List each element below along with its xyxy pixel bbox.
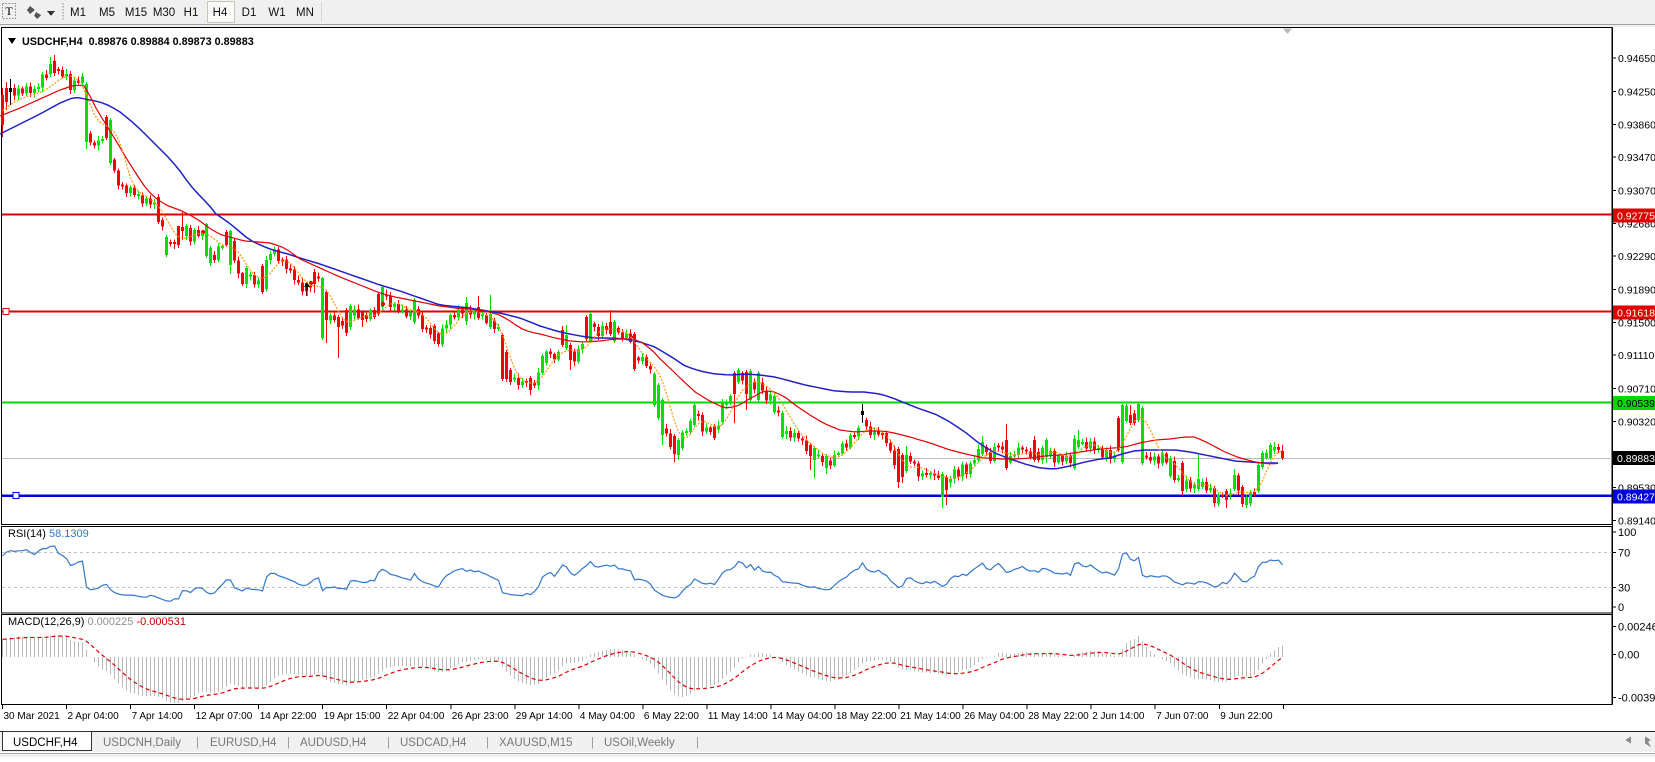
svg-text:M5: M5: [99, 7, 115, 19]
svg-text:MN: MN: [296, 7, 314, 19]
svg-text:|: |: [287, 737, 290, 749]
svg-text:H4: H4: [213, 7, 228, 19]
svg-text:0.93860: 0.93860: [1618, 119, 1655, 131]
svg-text:USDCHF,H4 0.89876 0.89884 0.8: USDCHF,H4 0.89876 0.89884 0.89873 0.8988…: [22, 36, 254, 48]
svg-text:0.00: 0.00: [1618, 650, 1639, 662]
svg-text:28 May 22:00: 28 May 22:00: [1028, 711, 1089, 722]
svg-text:14 May 04:00: 14 May 04:00: [772, 711, 833, 722]
svg-text:0.89427: 0.89427: [1617, 492, 1655, 504]
svg-text:|: |: [387, 737, 390, 749]
svg-text:19 Apr 15:00: 19 Apr 15:00: [324, 711, 381, 722]
svg-text:0.93070: 0.93070: [1618, 186, 1655, 198]
svg-text:|: |: [696, 737, 699, 749]
svg-text:0.90710: 0.90710: [1618, 384, 1655, 396]
svg-text:14 Apr 22:00: 14 Apr 22:00: [260, 711, 317, 722]
svg-text:0.94250: 0.94250: [1618, 87, 1655, 99]
svg-text:H1: H1: [184, 7, 199, 19]
svg-text:4 May 04:00: 4 May 04:00: [580, 711, 635, 722]
svg-text:T: T: [5, 4, 13, 18]
svg-text:30: 30: [1618, 582, 1630, 594]
svg-text:26 Apr 23:00: 26 Apr 23:00: [452, 711, 509, 722]
svg-text:0.92290: 0.92290: [1618, 251, 1655, 263]
svg-text:11 May 14:00: 11 May 14:00: [708, 711, 768, 722]
svg-text:29 Apr 14:00: 29 Apr 14:00: [516, 711, 573, 722]
svg-text:M1: M1: [70, 7, 86, 19]
svg-text:RSI(14) 58.1309: RSI(14) 58.1309: [8, 528, 89, 540]
svg-text:6 May 22:00: 6 May 22:00: [644, 711, 699, 722]
svg-text:USDCAD,H4: USDCAD,H4: [400, 737, 467, 749]
svg-text:0.91618: 0.91618: [1617, 308, 1655, 320]
svg-text:0.94650: 0.94650: [1618, 53, 1655, 65]
svg-text:|: |: [196, 737, 199, 749]
svg-text:7 Apr 14:00: 7 Apr 14:00: [132, 711, 184, 722]
svg-text:MACD(12,26,9) 0.000225 -0.0005: MACD(12,26,9) 0.000225 -0.000531: [8, 616, 186, 628]
svg-text:D1: D1: [242, 7, 257, 19]
svg-text:M30: M30: [153, 7, 175, 19]
svg-text:2 Jun 14:00: 2 Jun 14:00: [1092, 711, 1145, 722]
svg-text:M15: M15: [125, 7, 147, 19]
svg-text:2 Apr 04:00: 2 Apr 04:00: [68, 711, 120, 722]
svg-text:100: 100: [1618, 527, 1636, 539]
svg-text:30 Mar 2021: 30 Mar 2021: [4, 711, 61, 722]
svg-text:USDCHF,H4: USDCHF,H4: [13, 737, 78, 749]
svg-text:70: 70: [1618, 547, 1630, 559]
svg-text:0.91500: 0.91500: [1618, 317, 1655, 329]
svg-text:USDCNH,Daily: USDCNH,Daily: [103, 737, 181, 749]
svg-text:W1: W1: [268, 7, 285, 19]
svg-text:0.93470: 0.93470: [1618, 152, 1655, 164]
svg-text:0.90539: 0.90539: [1617, 398, 1655, 410]
svg-text:0.89140: 0.89140: [1618, 515, 1655, 527]
svg-text:26 May 04:00: 26 May 04:00: [964, 711, 1025, 722]
svg-text:0: 0: [1618, 602, 1624, 614]
svg-text:|: |: [591, 737, 594, 749]
svg-text:XAUUSD,M15: XAUUSD,M15: [499, 737, 573, 749]
svg-text:12 Apr 07:00: 12 Apr 07:00: [196, 711, 253, 722]
svg-text:0.92775: 0.92775: [1617, 211, 1655, 223]
svg-text:21 May 14:00: 21 May 14:00: [900, 711, 961, 722]
svg-text:0.90320: 0.90320: [1618, 416, 1655, 428]
svg-text:9 Jun 22:00: 9 Jun 22:00: [1220, 711, 1273, 722]
svg-text:EURUSD,H4: EURUSD,H4: [210, 737, 277, 749]
svg-text:|: |: [486, 737, 489, 749]
svg-text:AUDUSD,H4: AUDUSD,H4: [300, 737, 367, 749]
svg-text:0.002465: 0.002465: [1618, 621, 1655, 633]
svg-text:USOil,Weekly: USOil,Weekly: [604, 737, 675, 749]
svg-text:22 Apr 04:00: 22 Apr 04:00: [388, 711, 445, 722]
svg-text:-0.003939: -0.003939: [1618, 693, 1655, 705]
svg-text:7 Jun 07:00: 7 Jun 07:00: [1156, 711, 1209, 722]
svg-text:18 May 22:00: 18 May 22:00: [836, 711, 897, 722]
svg-text:0.89883: 0.89883: [1617, 453, 1655, 465]
svg-text:0.91110: 0.91110: [1618, 350, 1655, 362]
svg-text:0.91890: 0.91890: [1618, 285, 1655, 297]
